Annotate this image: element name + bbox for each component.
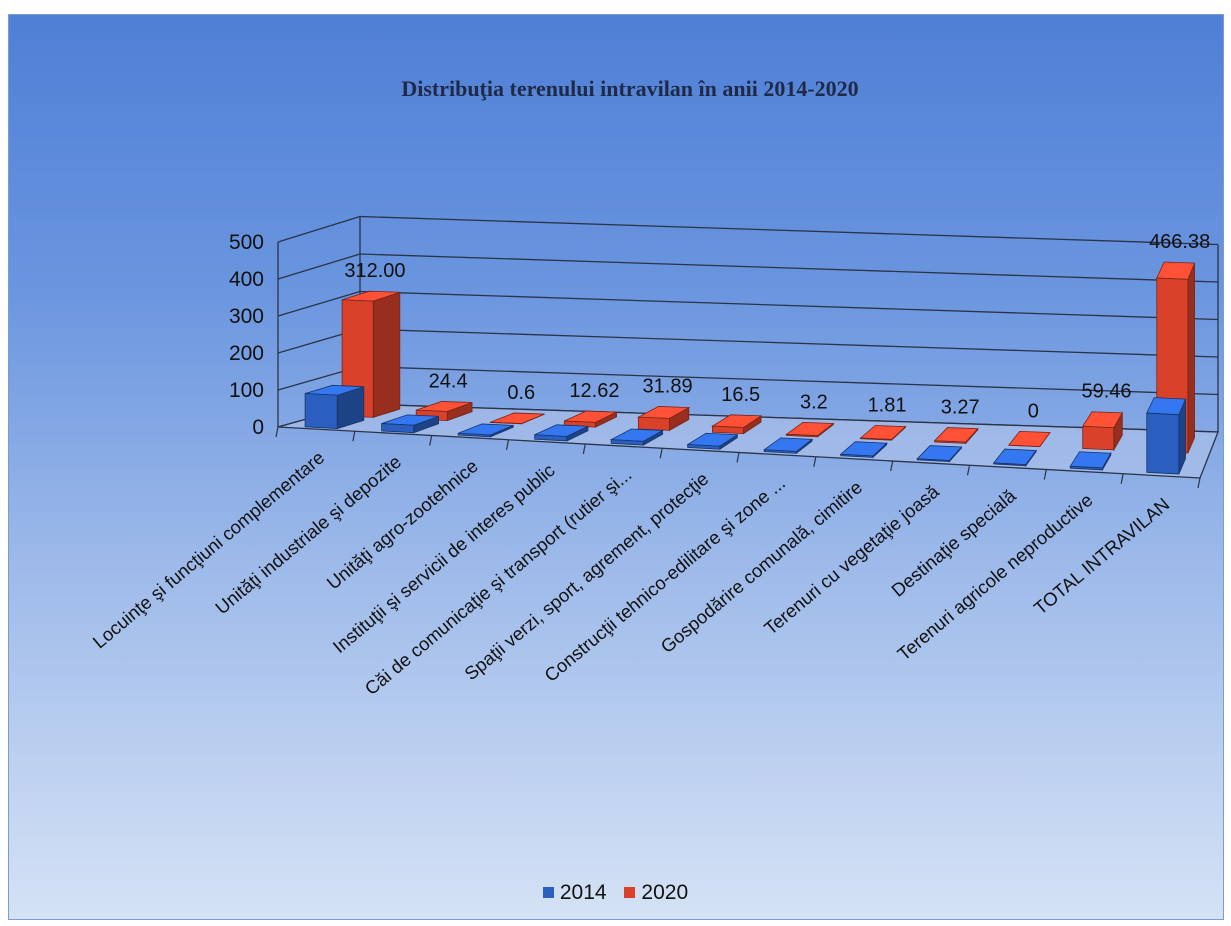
bar-2014-front bbox=[304, 393, 338, 429]
x-tick-mark bbox=[275, 426, 279, 438]
bar-2014-top bbox=[1146, 397, 1187, 416]
bar-2020 bbox=[859, 425, 907, 442]
bar-2020 bbox=[711, 414, 763, 435]
bar-2014 bbox=[686, 432, 739, 450]
legend-swatch-2014 bbox=[542, 887, 554, 898]
bar-2020-front bbox=[786, 433, 818, 438]
bar-2020-front bbox=[712, 425, 744, 435]
bar-2020-side bbox=[372, 291, 401, 418]
x-category-label: TOTAL INTRAVILAN bbox=[1030, 493, 1174, 618]
bar-2014 bbox=[304, 384, 365, 430]
x-category-label: Unităţi agro-zootehnice bbox=[323, 455, 482, 593]
x-tick-mark bbox=[736, 452, 740, 463]
bar-2020-front bbox=[934, 440, 967, 444]
x-tick-mark bbox=[1197, 477, 1201, 489]
bar-2014-front bbox=[534, 434, 568, 442]
x-tick-mark bbox=[582, 443, 586, 455]
legend-label-2020: 2020 bbox=[641, 880, 689, 904]
data-label: 1.81 bbox=[868, 395, 907, 417]
bar-2020 bbox=[489, 412, 545, 425]
x-tick-mark bbox=[659, 448, 663, 459]
legend-label-2014: 2014 bbox=[559, 880, 607, 904]
data-label: 312.00 bbox=[344, 260, 405, 282]
bar-2014-front bbox=[1146, 412, 1180, 475]
gridline-back bbox=[359, 253, 1219, 283]
bar-2020-front bbox=[860, 437, 893, 441]
bar-2014-front bbox=[687, 444, 721, 450]
gridline-side bbox=[277, 290, 361, 317]
gridline-side bbox=[277, 215, 361, 243]
data-label: 3.2 bbox=[800, 391, 828, 413]
gridline-back bbox=[359, 328, 1219, 358]
bar-2014-front bbox=[457, 432, 491, 438]
x-tick-mark bbox=[1120, 473, 1124, 484]
bar-2014 bbox=[1146, 397, 1187, 475]
y-tick-label: 500 bbox=[229, 231, 264, 254]
bar-2014-front bbox=[993, 462, 1027, 467]
x-tick-mark bbox=[429, 435, 433, 446]
bar-2014-front bbox=[610, 439, 644, 446]
y-tick-label: 400 bbox=[229, 268, 264, 291]
data-label: 0.6 bbox=[507, 382, 535, 404]
y-tick-label: 300 bbox=[229, 305, 264, 328]
y-tick-label: 100 bbox=[229, 379, 264, 402]
legend-item-2020: 2020 bbox=[624, 881, 688, 905]
data-label: 16.5 bbox=[721, 384, 760, 406]
data-label: 24.4 bbox=[429, 370, 468, 392]
bar-2020-front bbox=[1008, 444, 1040, 448]
gridline-back bbox=[359, 290, 1219, 321]
legend-swatch-2020 bbox=[624, 887, 636, 898]
data-label: 59.46 bbox=[1081, 381, 1131, 403]
bar-2014 bbox=[609, 428, 665, 446]
bar-2014-front bbox=[763, 449, 797, 454]
bar-2020 bbox=[1082, 411, 1123, 452]
data-label: 0 bbox=[1028, 400, 1039, 422]
data-label: 466.38 bbox=[1149, 231, 1210, 253]
bar-2020 bbox=[636, 406, 691, 432]
bar-2020 bbox=[785, 421, 835, 438]
x-tick-mark bbox=[813, 456, 817, 467]
bar-2014 bbox=[916, 445, 963, 463]
bar-2020-front bbox=[1082, 425, 1115, 451]
x-tick-mark bbox=[890, 460, 894, 472]
bar-2014 bbox=[839, 441, 888, 459]
chart-title: Distribuţia terenului intravilan în anii… bbox=[401, 76, 859, 101]
bar-2020-front bbox=[637, 416, 670, 431]
legend-item-2014: 2014 bbox=[542, 880, 607, 905]
bar-2014-front bbox=[1069, 465, 1103, 471]
x-tick-mark bbox=[966, 465, 971, 476]
y-tick-label: 0 bbox=[252, 416, 264, 439]
x-tick-mark bbox=[352, 431, 356, 442]
bar-2014 bbox=[992, 448, 1037, 468]
bar-2014 bbox=[457, 423, 514, 438]
bar-2014 bbox=[381, 414, 439, 434]
chart-area bbox=[8, 14, 1224, 920]
data-label: 3.27 bbox=[941, 397, 980, 419]
bar-2014 bbox=[534, 424, 589, 442]
bar-2020-front bbox=[489, 421, 522, 425]
bar-2020-top bbox=[1156, 261, 1196, 280]
bar-2020 bbox=[933, 427, 979, 445]
bar-2014-front bbox=[916, 458, 950, 463]
bar-2020 bbox=[415, 401, 473, 422]
bar-2020 bbox=[1007, 430, 1051, 448]
x-tick-mark bbox=[1043, 469, 1047, 480]
bar-2014 bbox=[1069, 451, 1112, 472]
x-tick-mark bbox=[505, 439, 510, 450]
gridline-back bbox=[359, 365, 1219, 396]
gridline-side bbox=[277, 253, 361, 280]
data-label: 12.62 bbox=[569, 380, 619, 402]
bar-2014-front bbox=[381, 423, 415, 434]
bar-2014-front bbox=[840, 453, 874, 458]
bar-2020-side bbox=[1187, 262, 1195, 454]
gridline-back bbox=[359, 215, 1219, 246]
data-label: 31.89 bbox=[643, 375, 693, 397]
y-tick-label: 200 bbox=[229, 342, 264, 365]
chart-legend: 2014 2020 bbox=[0, 880, 1231, 905]
bar-2014 bbox=[763, 437, 814, 455]
